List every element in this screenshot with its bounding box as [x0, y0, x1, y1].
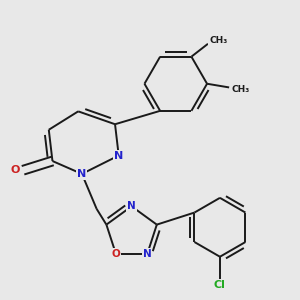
Text: O: O [112, 249, 120, 259]
Text: N: N [77, 169, 86, 179]
Text: Cl: Cl [214, 280, 226, 290]
Text: N: N [127, 201, 136, 211]
Text: CH₃: CH₃ [209, 36, 227, 45]
Text: N: N [114, 151, 123, 160]
Text: N: N [143, 249, 152, 259]
Text: CH₃: CH₃ [231, 85, 249, 94]
Text: O: O [10, 165, 20, 175]
